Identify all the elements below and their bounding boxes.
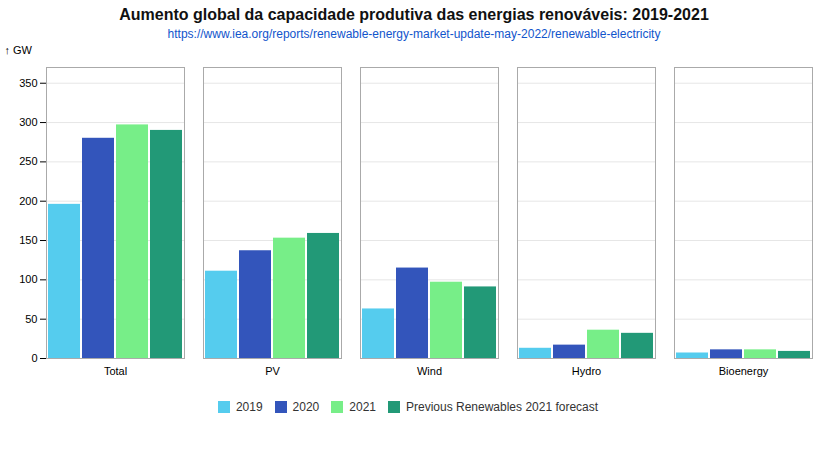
svg-text:PV: PV	[265, 365, 280, 377]
html-text:Previous Renewables 2021 forec: Previous Renewables 2021 forecast	[406, 399, 599, 414]
svg-text:0: 0	[31, 352, 37, 364]
html-text:Aumento global da capacidade p: Aumento global da capacidade produtiva d…	[119, 6, 709, 23]
svg-text:50: 50	[25, 313, 37, 325]
svg-text:250: 250	[19, 155, 37, 167]
svg-text:100: 100	[19, 273, 37, 285]
svg-text:Hydro: Hydro	[572, 365, 601, 377]
svg-text:Total: Total	[104, 365, 127, 377]
svg-text:150: 150	[19, 234, 37, 246]
html-text:2020: 2020	[292, 399, 320, 414]
svg-text:300: 300	[19, 116, 37, 128]
svg-text:↑ GW: ↑ GW	[5, 44, 33, 56]
svg-text:Wind: Wind	[417, 365, 442, 377]
html-text:2019: 2019	[235, 399, 263, 414]
svg-text:200: 200	[19, 195, 37, 207]
svg-text:Bioenergy: Bioenergy	[719, 365, 769, 377]
svg-text:350: 350	[19, 77, 37, 89]
html-text:https://www.iea.org/reports/re: https://www.iea.org/reports/renewable-en…	[167, 27, 661, 41]
html-text:2021: 2021	[349, 399, 376, 414]
